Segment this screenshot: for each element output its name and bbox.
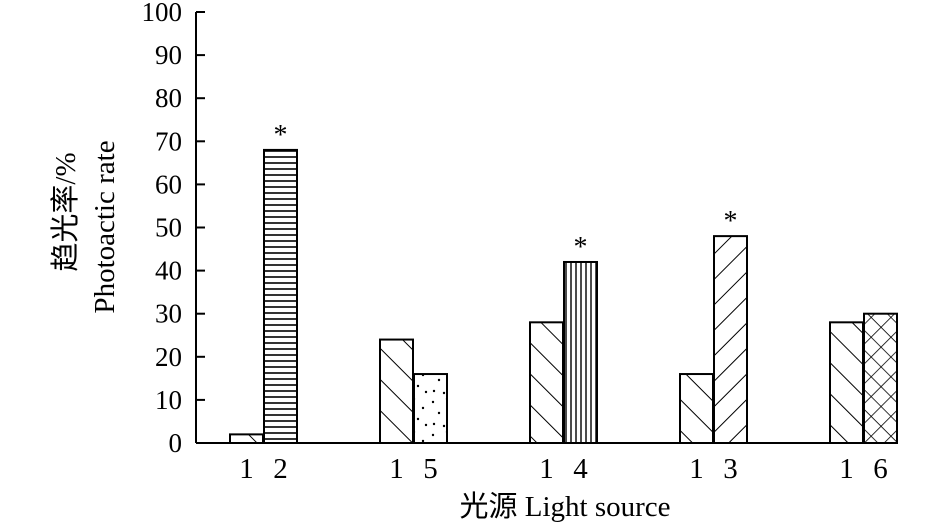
significance-star: * [574,232,588,263]
bar [679,373,714,445]
y-tick-label: 70 [155,126,182,156]
y-tick-label: 40 [155,256,182,286]
x-tick-label: 2 [273,453,288,485]
y-tick-label: 80 [155,83,182,113]
y-tick-label: 10 [155,385,182,415]
x-tick-label: 1 [239,453,254,485]
bar [263,148,298,444]
y-axis-title-en: Photoactic rate [89,140,121,313]
x-tick-label: 1 [689,453,704,485]
x-tick-label: 6 [873,453,888,485]
bar [379,338,414,444]
bar [529,321,564,445]
x-tick-label: 1 [389,453,404,485]
bars-layer: * * * [229,120,898,445]
x-tick-label: 1 [539,453,554,485]
bar [413,373,448,445]
y-tick-label: 30 [155,299,182,329]
x-tick-label: 4 [573,453,588,485]
y-tick-label: 50 [155,213,182,243]
x-tick-label: 3 [723,453,738,485]
y-tick-label: 20 [155,342,182,372]
y-ticks: 0 10 20 30 40 50 60 70 80 90 100 [142,0,205,458]
significance-star: * [274,120,288,151]
bar [863,312,898,445]
significance-star: * [724,206,738,237]
x-tick-label: 5 [423,453,438,485]
x-axis-title: 光源 Light source [459,490,670,523]
bar [713,235,748,444]
bar [829,321,864,445]
y-tick-label: 60 [155,169,182,199]
y-axis-title-cn: 趋光率/% [49,152,82,271]
y-tick-label: 100 [142,0,183,27]
bar [229,433,264,445]
y-tick-label: 0 [169,428,183,458]
bar [563,260,598,445]
x-tick-label: 1 [839,453,854,485]
y-tick-label: 90 [155,40,182,70]
